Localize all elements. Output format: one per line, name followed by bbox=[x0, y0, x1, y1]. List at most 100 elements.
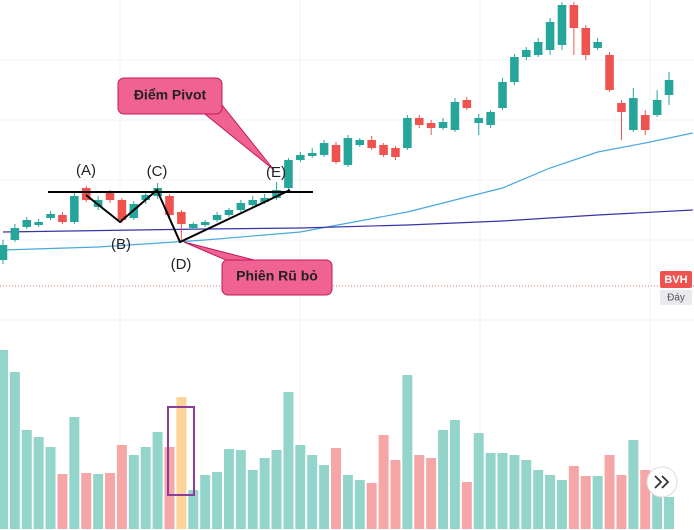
volume-bar bbox=[295, 445, 306, 529]
point-label: (D) bbox=[171, 256, 192, 273]
symbol-tag bbox=[660, 271, 692, 288]
candle-body bbox=[403, 118, 412, 148]
candle-body bbox=[450, 102, 460, 130]
tag-text: Đáy bbox=[667, 293, 685, 304]
candle-body bbox=[212, 215, 222, 220]
volume-bar bbox=[652, 485, 663, 529]
volume-bar bbox=[414, 455, 425, 529]
volume-bar bbox=[592, 476, 603, 529]
moving-average bbox=[2, 209, 693, 233]
volume-bar bbox=[664, 497, 675, 529]
volume-bar bbox=[307, 455, 318, 529]
volume-bar bbox=[533, 470, 544, 529]
candle-body bbox=[141, 195, 150, 200]
candle-body bbox=[545, 22, 555, 50]
callout-box bbox=[221, 259, 333, 296]
candle-body bbox=[307, 153, 317, 156]
volume-bar bbox=[390, 460, 401, 529]
tag-box bbox=[660, 290, 692, 305]
volume-bar bbox=[21, 430, 32, 529]
candle-body bbox=[0, 245, 8, 260]
candle-body bbox=[629, 98, 638, 130]
candle-body bbox=[605, 55, 614, 90]
candle-body bbox=[46, 214, 55, 218]
candle-body bbox=[284, 160, 293, 188]
callout-pointer bbox=[198, 104, 275, 171]
volume-bar bbox=[45, 447, 56, 529]
pattern-line bbox=[85, 188, 291, 244]
candle-body bbox=[486, 112, 495, 125]
candle-body bbox=[652, 100, 662, 115]
candle-body bbox=[498, 82, 507, 108]
candle-body bbox=[81, 188, 91, 200]
volume-bar bbox=[354, 480, 365, 529]
volume-bar bbox=[259, 458, 270, 529]
scroll-button[interactable] bbox=[646, 466, 678, 498]
candle-body bbox=[188, 224, 198, 228]
candle-body bbox=[165, 196, 174, 215]
volume-bar bbox=[497, 453, 508, 529]
scroll-icon[interactable] bbox=[654, 475, 670, 489]
volume-bar bbox=[212, 472, 223, 529]
volume-bar bbox=[188, 490, 199, 529]
pivot-callout: Điểm Pivot bbox=[117, 77, 275, 171]
volume-bar bbox=[164, 447, 175, 529]
volume-bar bbox=[640, 470, 651, 529]
volume-bar bbox=[57, 474, 68, 529]
volume-bar bbox=[223, 449, 234, 529]
candle-body bbox=[22, 220, 32, 227]
shakeout-highlight bbox=[167, 406, 195, 496]
candle-body bbox=[236, 203, 246, 210]
volume-bar bbox=[271, 450, 282, 529]
candle-body bbox=[640, 115, 650, 130]
volume-bar bbox=[473, 433, 484, 529]
volume-bar bbox=[426, 458, 437, 529]
volume-bar bbox=[176, 397, 187, 529]
candle-body bbox=[58, 215, 67, 222]
candle-body bbox=[224, 210, 234, 215]
volume-bar bbox=[545, 475, 556, 529]
candle-body bbox=[272, 190, 281, 198]
candle-body bbox=[70, 196, 79, 222]
candle-body bbox=[522, 50, 531, 57]
candle-body bbox=[533, 42, 543, 55]
candle-body bbox=[319, 143, 329, 155]
candle-body bbox=[34, 222, 43, 225]
volume-bar bbox=[461, 482, 472, 529]
volume-bar bbox=[449, 420, 460, 529]
candle-body bbox=[414, 118, 424, 125]
candle-body bbox=[581, 28, 591, 55]
volume-bar bbox=[105, 473, 116, 529]
candle-body bbox=[391, 148, 400, 157]
candle-body bbox=[177, 212, 186, 224]
volume-bar bbox=[0, 350, 8, 529]
candle-body bbox=[343, 138, 353, 165]
candle-body bbox=[367, 140, 376, 148]
candle-body bbox=[355, 140, 365, 145]
volume-bar bbox=[402, 375, 413, 529]
candle-body bbox=[296, 155, 305, 160]
volume-bar bbox=[568, 466, 579, 529]
callout-text: Điểm Pivot bbox=[134, 87, 207, 103]
volume-bar bbox=[331, 448, 341, 529]
point-labels: (A) (B) (C) (D) (E) bbox=[76, 162, 286, 273]
volume-bar bbox=[342, 475, 353, 529]
candle-body bbox=[462, 100, 472, 108]
point-label: (B) bbox=[111, 236, 131, 253]
candle-body bbox=[105, 192, 115, 200]
volume-bar bbox=[247, 470, 258, 529]
candle-body bbox=[617, 103, 626, 112]
point-label: (A) bbox=[76, 162, 96, 179]
candle-body bbox=[260, 198, 269, 202]
volume-bar bbox=[580, 476, 591, 529]
candle-body bbox=[474, 118, 484, 123]
volume-bar bbox=[378, 435, 389, 529]
point-label: (E) bbox=[266, 164, 286, 181]
volume-bar bbox=[128, 455, 139, 529]
symbol-text: BVH bbox=[664, 274, 687, 286]
callout-text: Phiên Rũ bỏ bbox=[236, 268, 318, 284]
candle-body bbox=[510, 57, 519, 82]
volume-layer bbox=[0, 350, 675, 529]
